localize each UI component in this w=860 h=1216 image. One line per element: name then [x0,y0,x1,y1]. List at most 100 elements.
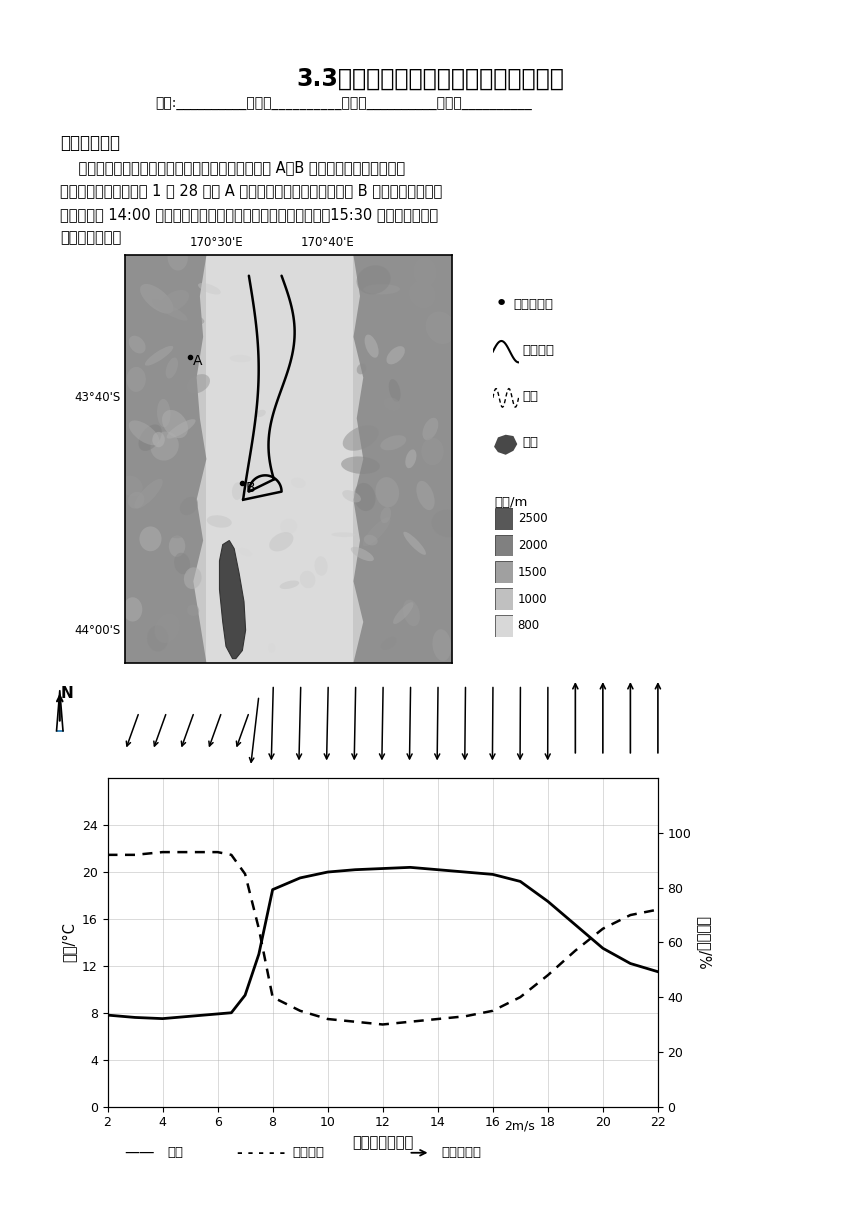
Ellipse shape [169,524,189,539]
Ellipse shape [416,480,434,511]
Ellipse shape [198,283,221,294]
Ellipse shape [422,418,439,440]
Ellipse shape [363,517,390,546]
Text: 170°40'E: 170°40'E [300,236,354,249]
Ellipse shape [384,398,401,411]
Text: （图左）。图右为某年 1 月 28 日在 A 观测点获取的气象数据。另据 B 观测点数据显示，: （图左）。图右为某年 1 月 28 日在 A 观测点获取的气象数据。另据 B 观… [60,184,442,198]
Ellipse shape [365,334,378,358]
Text: 一、选择题组: 一、选择题组 [60,134,120,152]
Ellipse shape [150,432,179,461]
Text: 气温: 气温 [168,1147,184,1159]
Ellipse shape [127,491,144,508]
Text: 河流: 河流 [522,390,538,404]
Ellipse shape [280,518,298,534]
Polygon shape [125,255,206,663]
Text: 当日地方时 14:00 左右该处出现一个锋面，停留了一段时间后，15:30 左右开始移动。: 当日地方时 14:00 左右该处出现一个锋面，停留了一段时间后，15:30 左右… [60,207,439,221]
Ellipse shape [315,556,328,575]
Ellipse shape [291,478,305,488]
Ellipse shape [123,597,142,621]
Ellipse shape [376,477,399,507]
Y-axis label: 气温/°C: 气温/°C [61,923,77,962]
Ellipse shape [147,625,169,652]
Ellipse shape [187,604,200,617]
Ellipse shape [138,424,162,451]
Ellipse shape [342,490,361,502]
Ellipse shape [169,535,185,557]
Ellipse shape [269,533,293,551]
Ellipse shape [363,285,400,294]
Text: 800: 800 [518,619,540,632]
Ellipse shape [432,510,464,537]
Text: 2500: 2500 [518,512,547,525]
Text: •: • [494,294,507,314]
Text: 气温观测点: 气温观测点 [513,298,554,311]
Ellipse shape [405,450,416,468]
Ellipse shape [120,475,143,496]
Ellipse shape [354,483,376,511]
Ellipse shape [331,533,356,537]
Ellipse shape [184,315,205,325]
Ellipse shape [357,364,366,375]
Ellipse shape [129,421,159,445]
Ellipse shape [157,399,170,427]
Ellipse shape [174,553,190,574]
Text: N: N [60,686,73,700]
Text: A: A [194,354,203,368]
Text: - - - - -: - - - - - [237,1145,285,1160]
Text: 2000: 2000 [518,539,547,552]
Ellipse shape [168,244,187,271]
Ellipse shape [408,280,436,309]
Text: ——: —— [125,1145,155,1160]
Ellipse shape [341,456,380,474]
Ellipse shape [140,285,174,314]
Ellipse shape [232,483,243,500]
Text: 1000: 1000 [518,592,547,606]
Ellipse shape [386,347,405,365]
Text: 海拔/m: 海拔/m [494,496,528,510]
Ellipse shape [381,637,396,649]
Ellipse shape [421,438,444,466]
Polygon shape [494,434,518,455]
Ellipse shape [414,258,436,287]
X-axis label: 时间（地方时）: 时间（地方时） [352,1135,414,1150]
Ellipse shape [357,265,390,294]
Ellipse shape [180,497,198,516]
Ellipse shape [155,613,180,643]
Polygon shape [219,540,246,659]
Text: 1500: 1500 [518,565,547,579]
Ellipse shape [393,602,414,624]
Ellipse shape [152,299,187,321]
Text: 锋面位置: 锋面位置 [522,344,554,358]
Ellipse shape [187,375,210,394]
Ellipse shape [388,569,401,582]
Ellipse shape [166,358,178,378]
Ellipse shape [426,311,456,344]
Ellipse shape [364,535,378,546]
Ellipse shape [402,599,420,626]
Ellipse shape [126,367,146,392]
Ellipse shape [139,527,162,551]
Text: B: B [246,480,255,495]
Polygon shape [206,255,353,663]
Ellipse shape [206,516,231,528]
Ellipse shape [403,531,426,554]
Ellipse shape [134,479,163,508]
Text: 学校:__________姓名：__________班级：__________考号：__________: 学校:__________姓名：__________班级：__________考… [155,97,531,112]
Ellipse shape [230,355,251,362]
Ellipse shape [343,426,378,451]
Ellipse shape [268,643,275,653]
Polygon shape [353,255,452,663]
Ellipse shape [160,289,189,313]
Ellipse shape [380,507,391,523]
Ellipse shape [280,580,299,589]
Ellipse shape [144,345,173,366]
Ellipse shape [184,568,201,589]
Text: 3.3气压带和风带对气候的影响同步练习: 3.3气压带和风带对气候的影响同步练习 [296,67,564,91]
Ellipse shape [255,410,266,417]
Text: 湖泊: 湖泊 [522,437,538,450]
Text: 风向和风速: 风向和风速 [441,1147,482,1159]
Ellipse shape [300,570,316,589]
Ellipse shape [351,547,374,561]
Text: 2m/s: 2m/s [504,1120,535,1132]
Ellipse shape [167,420,195,439]
